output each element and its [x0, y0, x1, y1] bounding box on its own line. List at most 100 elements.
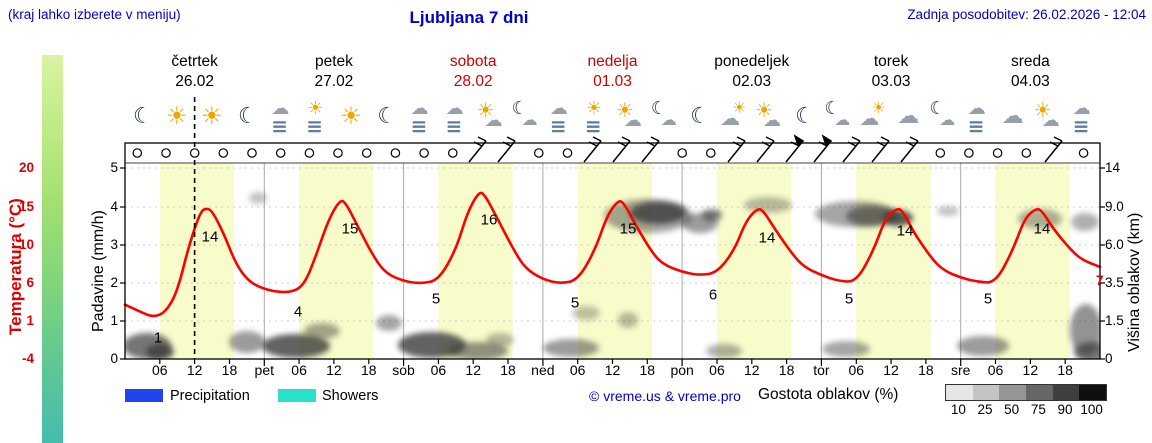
sun-glyph: ☀: [871, 98, 886, 117]
moon-glyph: ☾: [511, 98, 528, 119]
axis-tick-marks: [120, 167, 1105, 366]
fog-cloud-icon: ☁ ≡: [265, 98, 299, 140]
moon-glyph: ☾: [650, 98, 667, 119]
fog-glyph: ≡: [306, 114, 324, 138]
sun-cloud-icon: ☀ ☁: [614, 98, 648, 140]
wind-barb-icon: [468, 136, 487, 163]
hour-tick-label: 12: [326, 362, 342, 378]
temperature-tick-label: -4: [21, 351, 34, 366]
density-scale-segment: [972, 385, 1000, 400]
moon-icon: ☾: [788, 98, 822, 140]
cloud-glyph: ☁: [623, 110, 642, 131]
day-name: sreda: [1010, 53, 1050, 70]
hour-tick-label: 12: [883, 362, 899, 378]
hour-tick-label: 18: [918, 362, 934, 378]
temperature-tick-label: 1: [26, 313, 34, 328]
day-name: ponedeljek: [714, 53, 790, 70]
temperature-value-label: 14: [201, 228, 219, 246]
wind-barb-icon: [900, 136, 919, 163]
precipitation-tick-label: 0: [110, 351, 118, 366]
temperature-value-label: 5: [431, 290, 441, 308]
temperature-scale-strip: [42, 55, 63, 443]
wind-barb-icon: [583, 136, 602, 163]
sun-glyph: ☀: [476, 98, 495, 122]
cloud-icon: ☁: [997, 98, 1031, 140]
precipitation-tick-label: 2: [110, 275, 118, 290]
moon-cloud-icon: ☾ ☁: [927, 98, 961, 140]
day-header: četrtek 26.02: [125, 52, 264, 92]
daylight-band: [717, 163, 792, 359]
temperature-tick-label: 15: [18, 199, 34, 214]
day-name: sobota: [449, 53, 497, 70]
cloud-icon: ☁: [892, 98, 926, 140]
copyright-link[interactable]: © vreme.us & vreme.pro: [589, 388, 741, 404]
cloud-height-tick-label: 9.0: [1105, 199, 1124, 214]
density-scale-segment: [1026, 385, 1053, 400]
moon-icon: ☾: [370, 98, 404, 140]
day-date: 27.02: [314, 73, 354, 90]
temperature-value-label: 14: [896, 222, 914, 240]
moon-icon: ☾: [231, 98, 265, 140]
cloud-glyph: ☁: [1001, 104, 1024, 129]
cloud-glyph: ☁: [549, 98, 568, 119]
temperature-value-label: 6: [708, 286, 718, 304]
day-date: 04.03: [1010, 73, 1050, 90]
cloud-glyph: ☁: [939, 110, 956, 129]
cloud-cover-circle: [1021, 148, 1032, 158]
temperature-value-label: 1: [153, 329, 163, 347]
wind-barb-icon: [612, 136, 631, 163]
cloud-blob: [543, 339, 599, 357]
page-title: Ljubljana 7 dni: [409, 8, 529, 27]
sun-icon: ☀: [161, 98, 195, 140]
cloud-cover-circle: [992, 148, 1003, 158]
cloud-glyph: ☁: [720, 106, 741, 130]
cloud-density-legend-label: Gostota oblakov (%): [758, 386, 899, 403]
cloud-glyph: ☁: [660, 110, 677, 129]
cloud-cover-circle: [218, 148, 229, 158]
cloud-cover-circle: [447, 148, 458, 158]
day-abbr-label: ned: [531, 362, 555, 378]
fog-glyph: ≡: [410, 114, 428, 138]
density-scale-segment: [946, 385, 973, 400]
cloud-cover-circle: [304, 148, 315, 158]
cloud-glyph: ☁: [521, 110, 538, 129]
cloud-blob: [618, 312, 638, 328]
cloud-blob: [486, 333, 514, 347]
density-tick-label: 25: [977, 402, 993, 417]
sun-cloud-icon: ☀ ☁: [1032, 98, 1066, 140]
cloud-glyph: ☁: [271, 98, 290, 119]
hour-tick-label: 06: [709, 362, 725, 378]
hour-tick-label: 06: [987, 362, 1004, 378]
cloud-cover-circle: [533, 148, 544, 158]
density-tick-label: 50: [1004, 402, 1020, 417]
moon-icon: ☾: [126, 98, 160, 140]
cloud-blob: [630, 202, 686, 224]
moon-glyph: ☾: [133, 104, 153, 129]
cloud-cover-circle: [677, 148, 687, 158]
last-update-text: Zadnja posodobitev: 26.02.2026 - 12:04: [907, 7, 1146, 22]
cloud-blob: [957, 336, 1009, 356]
sun-glyph: ☀: [307, 98, 324, 119]
fog-glyph: ≡: [967, 114, 985, 138]
density-tick-label: 75: [1030, 402, 1046, 417]
cloud-blob: [229, 331, 265, 353]
cloud-blob: [706, 344, 742, 358]
hour-tick-label: 06: [152, 362, 168, 378]
wind-barb-icon: [842, 136, 861, 163]
cloud-blob: [744, 197, 792, 213]
cloud-glyph: ☁: [897, 104, 920, 129]
fog-glyph: ≡: [445, 114, 463, 138]
day-name: nedelja: [587, 53, 638, 70]
hour-tick-label: 18: [778, 362, 795, 378]
day-abbr-label: sob: [392, 362, 415, 378]
wind-barb-icon: [641, 136, 660, 163]
hour-tick-label: 06: [291, 362, 307, 378]
sun-glyph: ☀: [732, 98, 747, 117]
cloud-height-tick-label: 1.5: [1105, 313, 1124, 328]
density-scale-segment: [999, 385, 1027, 400]
cloud-blob: [304, 323, 340, 339]
hour-tick-label: 12: [604, 362, 621, 378]
temperature-value-label: 15: [619, 220, 637, 238]
cloud-sun-icon: ☀ ☁: [857, 98, 891, 140]
